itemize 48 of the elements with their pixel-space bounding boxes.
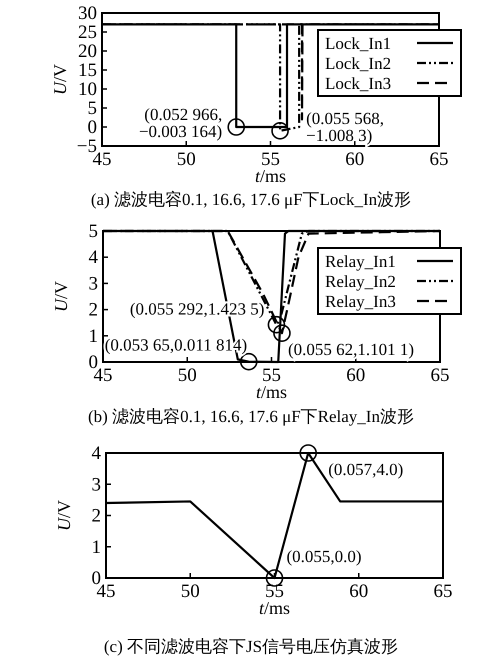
annotation: (0.052 966, −0.003 164) bbox=[138, 105, 246, 141]
legend-label: Relay_In1 bbox=[325, 252, 396, 271]
x-tick-label: 50 bbox=[180, 581, 200, 602]
y-tick-label: 5 bbox=[88, 221, 98, 242]
annotation: (0.057,4.0) bbox=[299, 444, 404, 479]
y-axis-title: U/V bbox=[51, 281, 71, 312]
x-tick-label: 50 bbox=[176, 149, 196, 170]
y-tick-label: 0 bbox=[92, 568, 101, 589]
text: (b) 滤波电容0.1, 16.6, 17.6 μF下Relay_In波形 bbox=[88, 407, 414, 426]
x-tick-label: 65 bbox=[434, 581, 452, 602]
y-tick-label: 3 bbox=[88, 273, 98, 294]
y-tick-label: 1 bbox=[88, 326, 98, 347]
legend-label: Lock_In1 bbox=[325, 34, 392, 53]
annotation: (0.055 568, −1.008 3) bbox=[306, 108, 384, 145]
annotation: (0.055 568, −1.008 3) bbox=[271, 108, 384, 145]
y-tick-label: 2 bbox=[88, 300, 98, 321]
text: (a) 滤波电容0.1, 16.6, 17.6 μF下Lock_In波形 bbox=[90, 190, 412, 209]
legend-label: Lock_In3 bbox=[325, 74, 392, 93]
x-tick-label: 65 bbox=[430, 365, 450, 386]
annotation: (0.052 966, −0.003 164) bbox=[138, 105, 222, 142]
y-tick-label: 1 bbox=[92, 536, 101, 558]
legend-label: Relay_In3 bbox=[325, 292, 396, 311]
y-tick-label: 20 bbox=[78, 41, 97, 62]
legend-label: Relay_In2 bbox=[325, 272, 396, 291]
y-tick-label: 30 bbox=[78, 3, 97, 24]
y-tick-label: 3 bbox=[92, 474, 101, 496]
x-tick-label: 60 bbox=[345, 149, 364, 170]
annotation: (0.055 62,1.101 1) bbox=[288, 340, 414, 360]
y-tick-label: −5 bbox=[76, 136, 97, 157]
annotation: (0.055,0.0) bbox=[286, 547, 362, 566]
y-tick-label: 0 bbox=[88, 352, 98, 373]
y-tick-label: 4 bbox=[88, 247, 98, 268]
y-tick-label: 25 bbox=[78, 22, 97, 43]
y-tick-label: 0 bbox=[88, 117, 97, 138]
annotation: (0.055 62,1.101 1) bbox=[273, 324, 414, 360]
y-tick-label: 10 bbox=[78, 79, 97, 100]
y-tick-label: 15 bbox=[78, 60, 97, 81]
y-axis-title: U/V bbox=[50, 64, 70, 95]
y-axis-title: U/V bbox=[54, 500, 74, 531]
text: (c) 不同滤波电容下JS信号电压仿真波形 bbox=[104, 637, 398, 656]
annotation: (0.057,4.0) bbox=[328, 460, 404, 479]
y-tick-label: 2 bbox=[92, 506, 101, 526]
legend-label: Lock_In2 bbox=[325, 54, 392, 73]
x-tick-label: 60 bbox=[346, 365, 366, 386]
y-tick-label: 5 bbox=[88, 98, 97, 119]
y-tick-label: 4 bbox=[92, 443, 102, 464]
x-tick-label: 65 bbox=[430, 149, 448, 170]
x-axis-title: t/ms bbox=[258, 598, 290, 618]
